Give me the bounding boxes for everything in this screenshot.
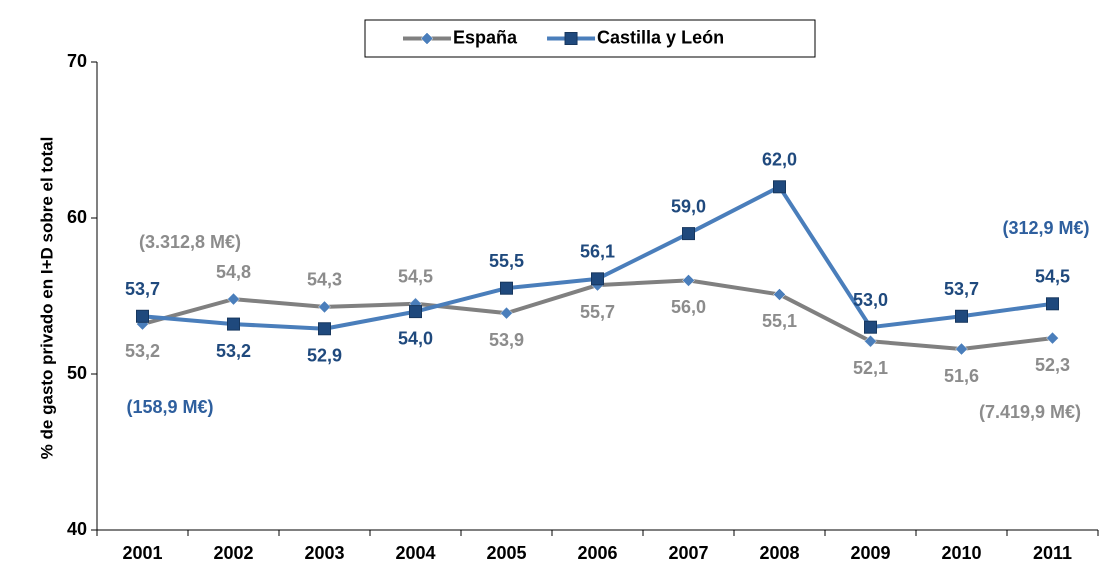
y-tick-label: 50	[67, 363, 87, 383]
annotation: (312,9 M€)	[1002, 218, 1089, 238]
x-tick-label: 2009	[850, 543, 890, 563]
legend-label: Castilla y León	[597, 27, 724, 47]
data-point	[227, 292, 240, 306]
data-label: 51,6	[944, 366, 979, 386]
legend-label: España	[453, 27, 518, 47]
data-point	[682, 274, 695, 287]
data-label: 52,9	[307, 346, 342, 366]
data-point	[773, 288, 786, 301]
x-tick-label: 2004	[395, 543, 435, 563]
data-point	[500, 281, 513, 295]
data-point	[1046, 331, 1059, 345]
y-tick-label: 60	[67, 207, 87, 227]
data-label: 56,0	[671, 297, 706, 317]
annotation: (3.312,8 M€)	[139, 232, 241, 252]
x-tick-label: 2006	[577, 543, 617, 563]
legend-marker	[420, 32, 434, 45]
data-point	[864, 320, 877, 334]
data-point	[955, 342, 968, 356]
data-point	[591, 272, 604, 286]
x-tick-label: 2011	[1033, 543, 1072, 563]
data-label: 55,5	[489, 251, 524, 271]
x-tick-label: 2005	[486, 543, 526, 563]
data-label: 53,7	[125, 279, 160, 299]
data-label: 53,9	[489, 330, 524, 350]
x-tick-label: 2007	[668, 543, 708, 563]
data-point	[227, 317, 240, 331]
data-label: 56,1	[580, 242, 615, 262]
data-label: 52,3	[1035, 355, 1070, 375]
data-label: 53,2	[125, 341, 160, 361]
data-point	[136, 309, 149, 323]
data-label: 53,0	[853, 290, 888, 310]
data-label: 53,7	[944, 279, 979, 299]
data-point	[1046, 297, 1059, 311]
y-tick-label: 70	[67, 51, 87, 71]
data-label: 53,2	[216, 341, 251, 361]
data-label: 54,8	[216, 262, 251, 282]
data-label: 52,1	[853, 358, 888, 378]
data-point	[682, 227, 695, 241]
annotation: (158,9 M€)	[126, 397, 213, 417]
data-point	[955, 309, 968, 323]
data-point	[500, 306, 513, 320]
data-label: 55,7	[580, 302, 615, 322]
data-point	[773, 180, 786, 194]
x-tick-label: 2001	[122, 543, 162, 563]
data-label: 59,0	[671, 196, 706, 216]
data-label: 54,0	[398, 328, 433, 348]
data-point	[318, 322, 331, 336]
data-point	[318, 300, 331, 314]
x-tick-label: 2003	[304, 543, 344, 563]
data-label: 54,5	[398, 267, 433, 287]
data-label: 54,5	[1035, 267, 1070, 287]
data-label: 55,1	[762, 311, 797, 331]
data-label: 54,3	[307, 270, 342, 290]
y-axis-label: % de gasto privado en I+D sobre el total	[37, 137, 56, 460]
data-point	[409, 305, 422, 319]
annotation: (7.419,9 M€)	[979, 402, 1081, 422]
x-tick-label: 2002	[213, 543, 253, 563]
legend-marker	[564, 32, 578, 45]
data-point	[864, 334, 877, 348]
y-tick-label: 40	[67, 519, 87, 539]
x-tick-label: 2008	[759, 543, 799, 563]
data-label: 62,0	[762, 150, 797, 170]
x-tick-label: 2010	[941, 543, 981, 563]
